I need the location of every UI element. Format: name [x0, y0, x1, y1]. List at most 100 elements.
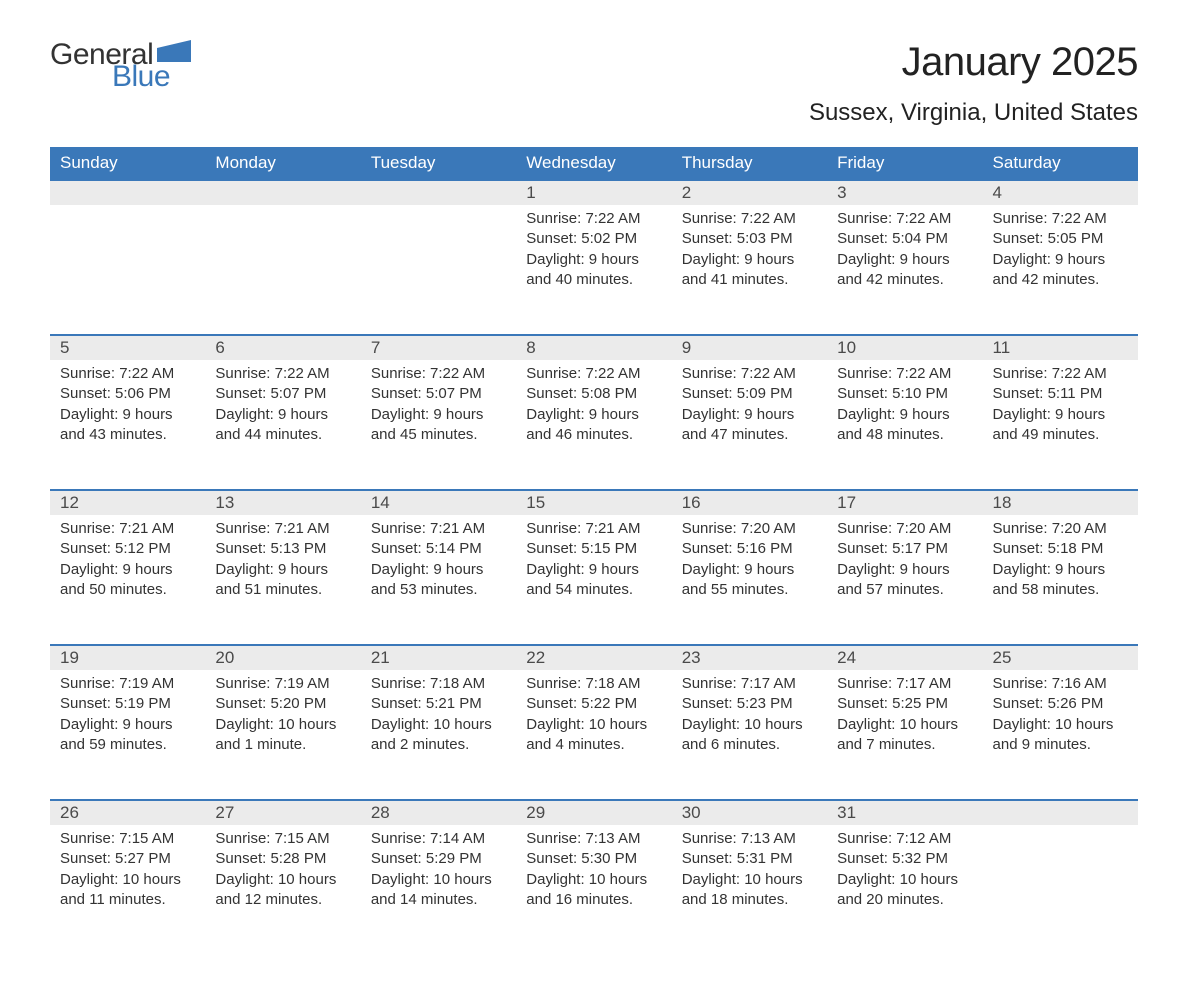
- sunset-text: Sunset: 5:32 PM: [837, 849, 972, 869]
- sunset-text: Sunset: 5:10 PM: [837, 384, 972, 404]
- daylight-text: and 54 minutes.: [526, 580, 661, 600]
- day-number: 8: [516, 335, 671, 360]
- weekday-header: Sunday: [50, 147, 205, 180]
- sunrise-text: Sunrise: 7:21 AM: [526, 519, 661, 539]
- sunset-text: Sunset: 5:22 PM: [526, 694, 661, 714]
- day-number: 16: [672, 490, 827, 515]
- daylight-text: Daylight: 9 hours: [215, 560, 350, 580]
- daylight-text: Daylight: 9 hours: [993, 250, 1128, 270]
- empty-cell: [50, 205, 205, 335]
- day-cell: Sunrise: 7:22 AMSunset: 5:04 PMDaylight:…: [827, 205, 982, 335]
- daylight-text: and 55 minutes.: [682, 580, 817, 600]
- daylight-text: and 48 minutes.: [837, 425, 972, 445]
- daylight-text: Daylight: 10 hours: [993, 715, 1128, 735]
- day-content-row: Sunrise: 7:22 AMSunset: 5:06 PMDaylight:…: [50, 360, 1138, 490]
- daylight-text: and 2 minutes.: [371, 735, 506, 755]
- daylight-text: and 42 minutes.: [837, 270, 972, 290]
- day-cell: Sunrise: 7:21 AMSunset: 5:13 PMDaylight:…: [205, 515, 360, 645]
- day-content-row: Sunrise: 7:15 AMSunset: 5:27 PMDaylight:…: [50, 825, 1138, 955]
- daylight-text: Daylight: 9 hours: [993, 560, 1128, 580]
- day-number: 24: [827, 645, 982, 670]
- daylight-text: Daylight: 10 hours: [682, 715, 817, 735]
- daylight-text: Daylight: 10 hours: [837, 715, 972, 735]
- day-cell: Sunrise: 7:13 AMSunset: 5:30 PMDaylight:…: [516, 825, 671, 955]
- sunset-text: Sunset: 5:21 PM: [371, 694, 506, 714]
- day-number: 27: [205, 800, 360, 825]
- daylight-text: and 14 minutes.: [371, 890, 506, 910]
- day-number: 14: [361, 490, 516, 515]
- day-cell: Sunrise: 7:22 AMSunset: 5:02 PMDaylight:…: [516, 205, 671, 335]
- daylight-text: and 49 minutes.: [993, 425, 1128, 445]
- daylight-text: Daylight: 10 hours: [371, 715, 506, 735]
- daylight-text: and 12 minutes.: [215, 890, 350, 910]
- sunrise-text: Sunrise: 7:21 AM: [215, 519, 350, 539]
- day-number: 30: [672, 800, 827, 825]
- sunrise-text: Sunrise: 7:22 AM: [526, 364, 661, 384]
- sunset-text: Sunset: 5:04 PM: [837, 229, 972, 249]
- daylight-text: and 4 minutes.: [526, 735, 661, 755]
- day-cell: Sunrise: 7:22 AMSunset: 5:07 PMDaylight:…: [361, 360, 516, 490]
- day-number: 6: [205, 335, 360, 360]
- day-number: 13: [205, 490, 360, 515]
- sunset-text: Sunset: 5:18 PM: [993, 539, 1128, 559]
- daylight-text: Daylight: 9 hours: [60, 560, 195, 580]
- sunrise-text: Sunrise: 7:16 AM: [993, 674, 1128, 694]
- day-number: 19: [50, 645, 205, 670]
- day-cell: Sunrise: 7:22 AMSunset: 5:05 PMDaylight:…: [983, 205, 1138, 335]
- sunset-text: Sunset: 5:08 PM: [526, 384, 661, 404]
- day-cell: Sunrise: 7:22 AMSunset: 5:08 PMDaylight:…: [516, 360, 671, 490]
- day-number: 1: [516, 180, 671, 205]
- sunrise-text: Sunrise: 7:19 AM: [215, 674, 350, 694]
- day-number: 26: [50, 800, 205, 825]
- day-cell: Sunrise: 7:15 AMSunset: 5:28 PMDaylight:…: [205, 825, 360, 955]
- empty-cell: [983, 800, 1138, 825]
- day-cell: Sunrise: 7:15 AMSunset: 5:27 PMDaylight:…: [50, 825, 205, 955]
- sunrise-text: Sunrise: 7:20 AM: [682, 519, 817, 539]
- sunset-text: Sunset: 5:15 PM: [526, 539, 661, 559]
- day-number: 25: [983, 645, 1138, 670]
- daylight-text: Daylight: 10 hours: [371, 870, 506, 890]
- sunrise-text: Sunrise: 7:15 AM: [215, 829, 350, 849]
- day-number: 29: [516, 800, 671, 825]
- sunset-text: Sunset: 5:06 PM: [60, 384, 195, 404]
- daylight-text: Daylight: 9 hours: [526, 560, 661, 580]
- daylight-text: Daylight: 10 hours: [526, 870, 661, 890]
- sunset-text: Sunset: 5:23 PM: [682, 694, 817, 714]
- sunset-text: Sunset: 5:03 PM: [682, 229, 817, 249]
- weekday-header-row: SundayMondayTuesdayWednesdayThursdayFrid…: [50, 147, 1138, 180]
- day-cell: Sunrise: 7:17 AMSunset: 5:25 PMDaylight:…: [827, 670, 982, 800]
- day-number-row: 262728293031: [50, 800, 1138, 825]
- day-number: 17: [827, 490, 982, 515]
- day-number-row: 19202122232425: [50, 645, 1138, 670]
- sunset-text: Sunset: 5:11 PM: [993, 384, 1128, 404]
- sunrise-text: Sunrise: 7:15 AM: [60, 829, 195, 849]
- daylight-text: Daylight: 10 hours: [837, 870, 972, 890]
- sunset-text: Sunset: 5:07 PM: [215, 384, 350, 404]
- daylight-text: and 50 minutes.: [60, 580, 195, 600]
- sunset-text: Sunset: 5:16 PM: [682, 539, 817, 559]
- day-number-row: 12131415161718: [50, 490, 1138, 515]
- sunrise-text: Sunrise: 7:22 AM: [837, 209, 972, 229]
- sunrise-text: Sunrise: 7:22 AM: [993, 364, 1128, 384]
- sunset-text: Sunset: 5:28 PM: [215, 849, 350, 869]
- sunset-text: Sunset: 5:30 PM: [526, 849, 661, 869]
- sunset-text: Sunset: 5:13 PM: [215, 539, 350, 559]
- sunrise-text: Sunrise: 7:20 AM: [837, 519, 972, 539]
- empty-cell: [361, 180, 516, 205]
- daylight-text: Daylight: 9 hours: [215, 405, 350, 425]
- day-number: 12: [50, 490, 205, 515]
- sunrise-text: Sunrise: 7:21 AM: [60, 519, 195, 539]
- sunset-text: Sunset: 5:02 PM: [526, 229, 661, 249]
- day-number: 10: [827, 335, 982, 360]
- daylight-text: Daylight: 10 hours: [215, 870, 350, 890]
- day-cell: Sunrise: 7:21 AMSunset: 5:14 PMDaylight:…: [361, 515, 516, 645]
- daylight-text: Daylight: 9 hours: [993, 405, 1128, 425]
- daylight-text: and 20 minutes.: [837, 890, 972, 910]
- sunset-text: Sunset: 5:12 PM: [60, 539, 195, 559]
- daylight-text: Daylight: 9 hours: [60, 405, 195, 425]
- sunrise-text: Sunrise: 7:22 AM: [837, 364, 972, 384]
- page-title: January 2025: [809, 40, 1138, 85]
- sunset-text: Sunset: 5:29 PM: [371, 849, 506, 869]
- daylight-text: Daylight: 9 hours: [526, 250, 661, 270]
- day-cell: Sunrise: 7:18 AMSunset: 5:21 PMDaylight:…: [361, 670, 516, 800]
